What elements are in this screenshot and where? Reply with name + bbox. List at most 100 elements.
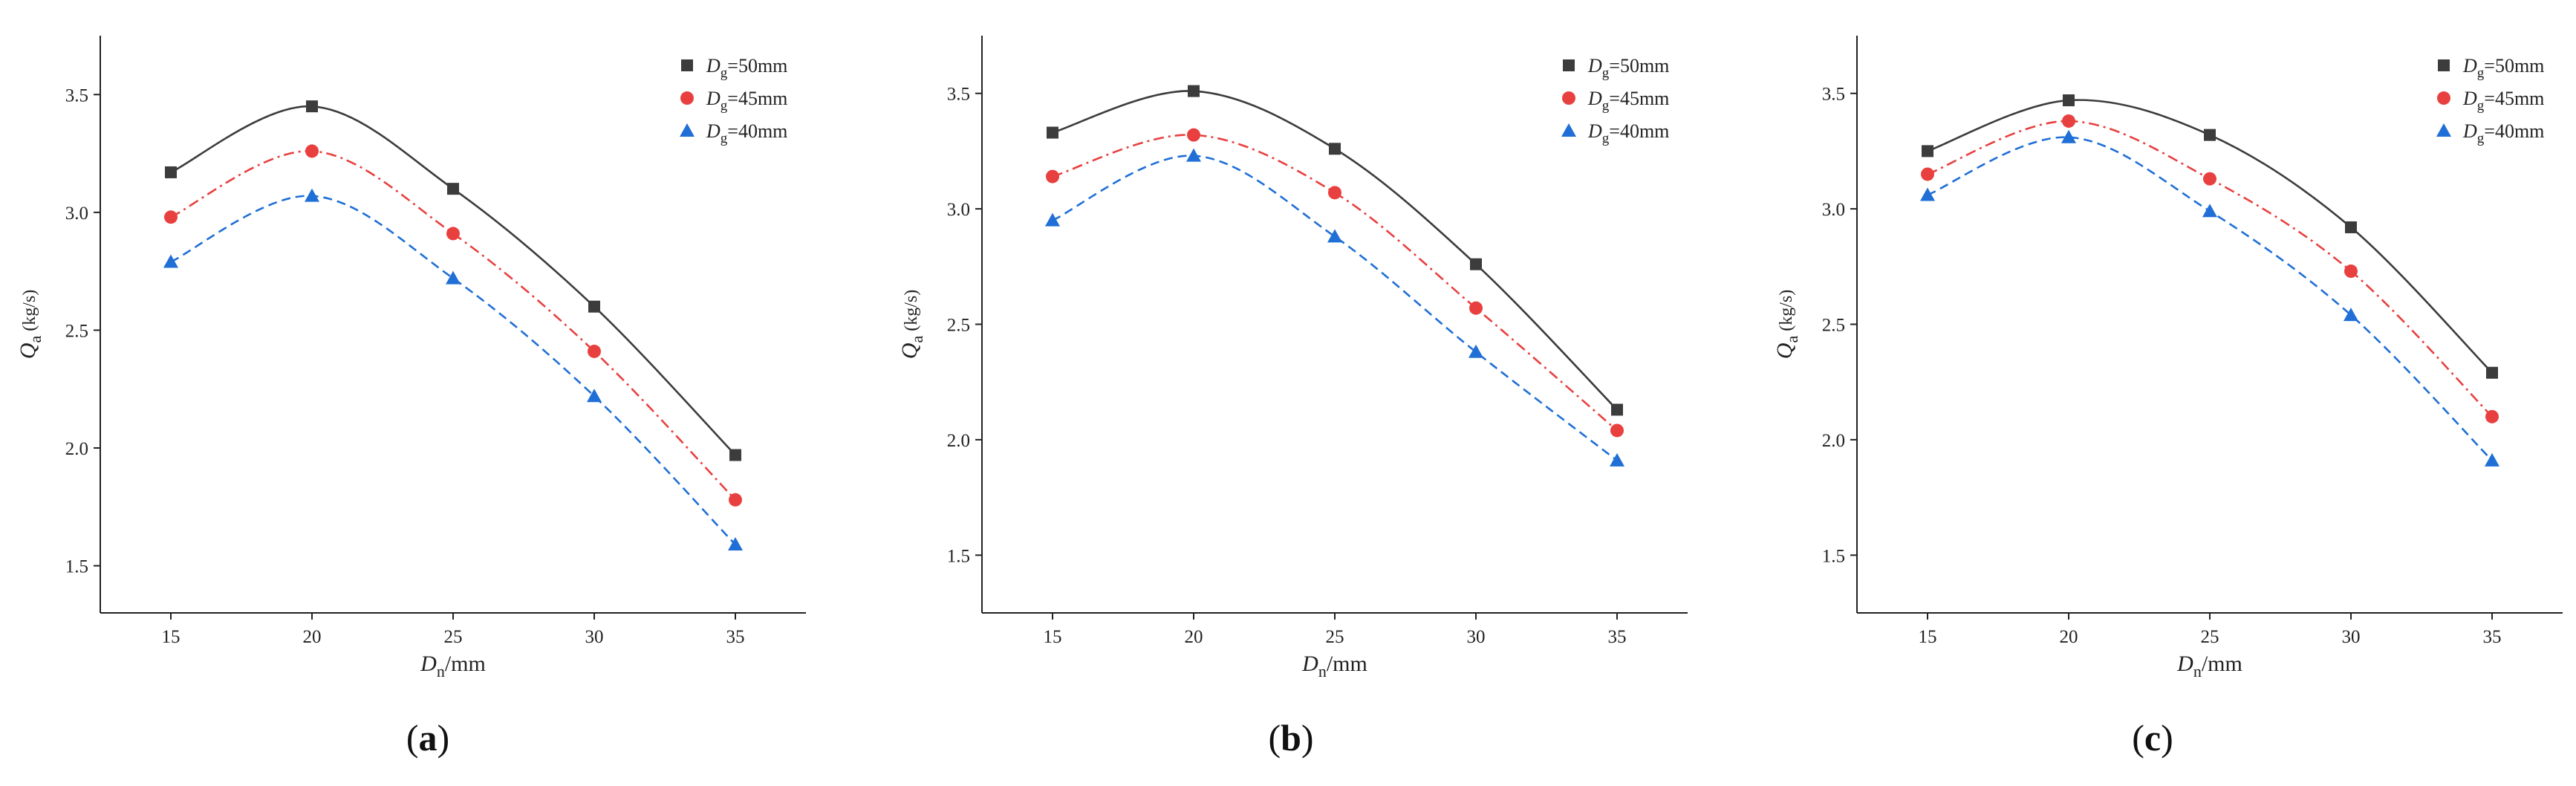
x-tick-label: 25 [444,627,463,647]
x-axis-title-sub: n [437,662,445,681]
series-3-point [1327,229,1342,243]
series-2-point [305,144,319,158]
legend-label-rest: =45mm [2484,88,2544,109]
chart-panel-c: 15 20 25 30 35 1.5 2.0 2.5 3.0 3.5 Dn/mm Qa (kg/s) D… [1772,36,2563,759]
series-2-point [2062,114,2075,128]
x-tick-label: 30 [2342,627,2361,647]
y-tick-label: 1.5 [1822,546,1845,566]
legend-marker-3 [2436,123,2451,137]
legend-label-sub: g [2477,131,2485,146]
series-3 [1045,148,1624,467]
panel-label-letter: a [419,717,438,759]
y-axis-title-sub: a [1783,336,1801,343]
series-1-point [306,100,318,113]
series-1 [165,100,741,461]
y-axis-title-unit: (kg/s) [1777,290,1796,336]
legend-label-rest: =50mm [727,55,787,77]
series-3-point [305,188,319,202]
y-tick-label: 3.0 [1822,200,1845,220]
series-2 [164,144,742,507]
series-2-point [1469,301,1483,315]
x-axis-title-sub: n [2193,662,2202,681]
series-3-point [1610,452,1624,467]
legend-label-1: Dg=50mm [2462,55,2544,81]
series-3-line [170,195,736,545]
legend-label-main: D [706,88,721,109]
y-tick-label: 3.5 [1822,85,1845,105]
legend-label-sub: g [1602,131,1610,146]
series-2-point [1328,186,1341,200]
legend-label-rest: =50mm [2484,55,2544,77]
legend-label-rest: =50mm [1609,55,1669,77]
x-tick-label: 20 [1185,627,1203,647]
series-3 [1920,129,2499,467]
legend-label-1: Dg=50mm [1587,55,1669,81]
y-axis-title-main: Q [16,342,40,359]
series-1-point [447,183,459,195]
x-tick-label: 35 [1608,627,1627,647]
legend-label-main: D [1587,55,1602,77]
series-1 [1047,85,1623,416]
x-axis-title-main: D [1301,652,1318,676]
y-tick-label: 2.0 [947,431,970,451]
series-3-point [163,254,178,268]
series-2-point [1187,128,1200,142]
legend-marker-1 [2438,59,2450,71]
x-axis-title-main: D [420,652,437,676]
legend-label-main: D [2462,55,2477,77]
x-tick-label: 35 [726,627,745,647]
legend-label-sub: g [721,65,728,81]
series-3-point [2202,204,2217,218]
series-3 [163,188,743,551]
series-2-point [588,344,601,358]
series-1-point [1922,145,1933,157]
chart-panel-a: 15 20 25 30 35 1.5 2.0 2.5 3.0 3.5 Dn/mm Qa (kg/s) D… [16,36,806,759]
series-2-point [446,227,460,241]
series-3-point [1186,148,1201,162]
y-tick-label: 2.5 [65,321,88,341]
y-axis-title-sub: a [908,336,926,343]
x-axis-title-unit: /mm [1327,652,1367,676]
x-axis-title: Dn/mm [2176,652,2242,681]
x-tick-label: 35 [2483,627,2502,647]
x-axis-title-main: D [2176,652,2193,676]
series-3-point [1468,344,1483,358]
series-2-point [729,493,742,507]
x-tick-label: 30 [585,627,604,647]
panel-label: (a) [406,717,449,759]
series-2-line [1052,134,1618,432]
y-tick-label: 3.0 [947,200,970,220]
x-tick-label: 20 [2060,627,2078,647]
chart-panel-b: 15 20 25 30 35 1.5 2.0 2.5 3.0 3.5 Dn/mm Qa (kg/s) D… [897,36,1688,759]
y-tick-label: 2.5 [947,316,970,336]
x-tick-label: 25 [1326,627,1344,647]
panel-label-open: ( [1268,717,1281,759]
series-3-point [1920,187,1935,201]
legend-label-2: Dg=45mm [706,88,787,114]
x-tick-label: 30 [1467,627,1486,647]
y-axis-title: Qa (kg/s) [1772,290,1801,359]
legend-label-2: Dg=45mm [2462,88,2544,114]
x-tick-label: 25 [2201,627,2219,647]
series-1-point [2486,366,2498,379]
legend-label-sub: g [1602,65,1610,81]
legend-label-main: D [2462,88,2477,109]
series-3-line [1052,155,1618,461]
series-2 [1046,128,1624,438]
series-1-point [1470,258,1482,270]
legend-marker-3 [680,123,695,137]
panel-label-letter: c [2144,717,2161,759]
panel-label: (b) [1268,717,1313,759]
series-2-point [164,210,178,224]
series-1-line [1927,99,2493,374]
y-axis-title-unit: (kg/s) [902,290,921,336]
legend-marker-1 [1563,59,1575,71]
x-tick-label: 15 [1044,627,1062,647]
panel-label-open: ( [406,717,419,759]
legend-label-3: Dg=40mm [706,120,787,146]
series-2-point [2203,172,2216,186]
y-tick-label: 2.0 [1822,431,1845,451]
series-3-point [2344,308,2358,322]
